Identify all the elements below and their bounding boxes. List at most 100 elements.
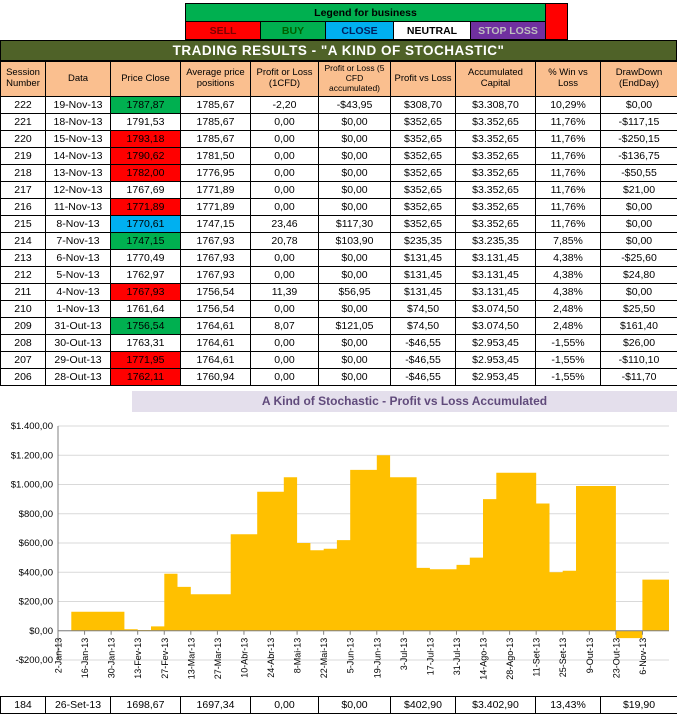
cell-avg_price[interactable]: 1697,34: [181, 697, 251, 714]
cell-avg_price[interactable]: 1776,95: [181, 165, 251, 182]
cell-drawdown[interactable]: $0,00: [601, 284, 677, 301]
cell-drawdown[interactable]: -$11,70: [601, 369, 677, 386]
column-header[interactable]: Session Number: [1, 62, 46, 97]
cell-profit_vs_loss[interactable]: $402,90: [391, 697, 456, 714]
cell-acc_capital[interactable]: $2.953,45: [456, 335, 536, 352]
cell-avg_price[interactable]: 1764,61: [181, 335, 251, 352]
cell-acc_capital[interactable]: $3.352,65: [456, 114, 536, 131]
cell-price_close[interactable]: 1782,00: [111, 165, 181, 182]
cell-drawdown[interactable]: $24,80: [601, 267, 677, 284]
cell-data[interactable]: 14-Nov-13: [46, 148, 111, 165]
cell-pl_1cfd[interactable]: 0,00: [251, 250, 319, 267]
cell-session[interactable]: 184: [1, 697, 46, 714]
cell-acc_capital[interactable]: $3.352,65: [456, 148, 536, 165]
cell-avg_price[interactable]: 1771,89: [181, 182, 251, 199]
cell-drawdown[interactable]: $26,00: [601, 335, 677, 352]
cell-acc_capital[interactable]: $3.352,65: [456, 182, 536, 199]
cell-drawdown[interactable]: $0,00: [601, 233, 677, 250]
profit-accumulated-chart[interactable]: -$200,00$0,00$200,00$400,00$600,00$800,0…: [0, 412, 677, 694]
cell-profit_vs_loss[interactable]: $352,65: [391, 131, 456, 148]
cell-price_close[interactable]: 1770,49: [111, 250, 181, 267]
column-header[interactable]: Profit or Loss (1CFD): [251, 62, 319, 97]
cell-session[interactable]: 206: [1, 369, 46, 386]
cell-session[interactable]: 207: [1, 352, 46, 369]
cell-pl_5cfd[interactable]: $0,00: [319, 301, 391, 318]
cell-data[interactable]: 18-Nov-13: [46, 114, 111, 131]
cell-pl_5cfd[interactable]: -$43,95: [319, 97, 391, 114]
cell-price_close[interactable]: 1771,95: [111, 352, 181, 369]
cell-price_close[interactable]: 1762,11: [111, 369, 181, 386]
cell-session[interactable]: 219: [1, 148, 46, 165]
cell-price_close[interactable]: 1761,64: [111, 301, 181, 318]
cell-pl_1cfd[interactable]: 0,00: [251, 335, 319, 352]
cell-pl_1cfd[interactable]: 0,00: [251, 165, 319, 182]
cell-data[interactable]: 19-Nov-13: [46, 97, 111, 114]
cell-data[interactable]: 8-Nov-13: [46, 216, 111, 233]
cell-data[interactable]: 13-Nov-13: [46, 165, 111, 182]
cell-pl_1cfd[interactable]: 8,07: [251, 318, 319, 335]
cell-avg_price[interactable]: 1785,67: [181, 131, 251, 148]
cell-avg_price[interactable]: 1767,93: [181, 267, 251, 284]
cell-price_close[interactable]: 1762,97: [111, 267, 181, 284]
cell-session[interactable]: 210: [1, 301, 46, 318]
cell-acc_capital[interactable]: $3.131,45: [456, 284, 536, 301]
cell-avg_price[interactable]: 1764,61: [181, 352, 251, 369]
cell-profit_vs_loss[interactable]: $235,35: [391, 233, 456, 250]
cell-win_vs_loss[interactable]: 4,38%: [536, 250, 601, 267]
cell-win_vs_loss[interactable]: 2,48%: [536, 301, 601, 318]
cell-win_vs_loss[interactable]: 11,76%: [536, 199, 601, 216]
cell-data[interactable]: 6-Nov-13: [46, 250, 111, 267]
cell-win_vs_loss[interactable]: 11,76%: [536, 182, 601, 199]
cell-pl_5cfd[interactable]: $0,00: [319, 369, 391, 386]
cell-avg_price[interactable]: 1781,50: [181, 148, 251, 165]
cell-win_vs_loss[interactable]: -1,55%: [536, 352, 601, 369]
cell-drawdown[interactable]: -$136,75: [601, 148, 677, 165]
cell-drawdown[interactable]: -$50,55: [601, 165, 677, 182]
cell-drawdown[interactable]: -$110,10: [601, 352, 677, 369]
column-header[interactable]: DrawDown (EndDay): [601, 62, 677, 97]
cell-data[interactable]: 1-Nov-13: [46, 301, 111, 318]
column-header[interactable]: Average price positions: [181, 62, 251, 97]
cell-price_close[interactable]: 1787,87: [111, 97, 181, 114]
cell-pl_1cfd[interactable]: -2,20: [251, 97, 319, 114]
cell-pl_5cfd[interactable]: $0,00: [319, 148, 391, 165]
cell-price_close[interactable]: 1791,53: [111, 114, 181, 131]
cell-session[interactable]: 215: [1, 216, 46, 233]
cell-profit_vs_loss[interactable]: $352,65: [391, 182, 456, 199]
cell-acc_capital[interactable]: $3.131,45: [456, 267, 536, 284]
cell-session[interactable]: 220: [1, 131, 46, 148]
cell-session[interactable]: 214: [1, 233, 46, 250]
cell-data[interactable]: 28-Out-13: [46, 369, 111, 386]
cell-win_vs_loss[interactable]: 13,43%: [536, 697, 601, 714]
cell-drawdown[interactable]: $0,00: [601, 216, 677, 233]
cell-session[interactable]: 216: [1, 199, 46, 216]
cell-acc_capital[interactable]: $3.352,65: [456, 131, 536, 148]
cell-profit_vs_loss[interactable]: $352,65: [391, 148, 456, 165]
cell-price_close[interactable]: 1767,69: [111, 182, 181, 199]
cell-price_close[interactable]: 1756,54: [111, 318, 181, 335]
cell-drawdown[interactable]: -$117,15: [601, 114, 677, 131]
cell-drawdown[interactable]: $0,00: [601, 97, 677, 114]
cell-pl_5cfd[interactable]: $0,00: [319, 182, 391, 199]
cell-pl_1cfd[interactable]: 20,78: [251, 233, 319, 250]
cell-win_vs_loss[interactable]: 4,38%: [536, 267, 601, 284]
cell-data[interactable]: 7-Nov-13: [46, 233, 111, 250]
cell-pl_5cfd[interactable]: $0,00: [319, 199, 391, 216]
cell-drawdown[interactable]: $0,00: [601, 199, 677, 216]
cell-win_vs_loss[interactable]: 4,38%: [536, 284, 601, 301]
cell-acc_capital[interactable]: $3.074,50: [456, 301, 536, 318]
legend-item-close[interactable]: CLOSE: [326, 22, 394, 40]
cell-acc_capital[interactable]: $2.953,45: [456, 369, 536, 386]
cell-pl_5cfd[interactable]: $0,00: [319, 352, 391, 369]
cell-session[interactable]: 218: [1, 165, 46, 182]
cell-pl_1cfd[interactable]: 0,00: [251, 352, 319, 369]
cell-win_vs_loss[interactable]: -1,55%: [536, 335, 601, 352]
cell-acc_capital[interactable]: $3.074,50: [456, 318, 536, 335]
cell-acc_capital[interactable]: $3.352,65: [456, 165, 536, 182]
cell-win_vs_loss[interactable]: 7,85%: [536, 233, 601, 250]
cell-pl_1cfd[interactable]: 0,00: [251, 114, 319, 131]
cell-acc_capital[interactable]: $3.235,35: [456, 233, 536, 250]
cell-profit_vs_loss[interactable]: $352,65: [391, 199, 456, 216]
cell-profit_vs_loss[interactable]: $131,45: [391, 284, 456, 301]
cell-data[interactable]: 29-Out-13: [46, 352, 111, 369]
